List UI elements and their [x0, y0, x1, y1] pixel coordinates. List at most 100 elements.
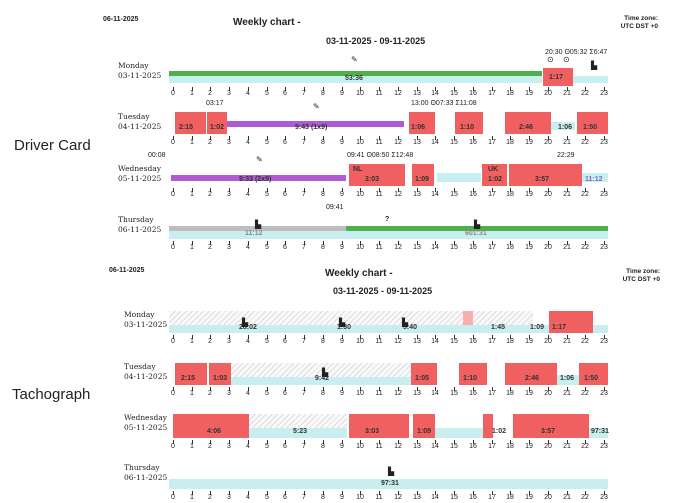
- axis-hour-label: 3: [227, 191, 231, 198]
- axis-tick: [398, 241, 399, 245]
- drive-block: [175, 363, 207, 385]
- axis-tick: [398, 440, 399, 444]
- axis-tick: [267, 136, 268, 140]
- axis-tick: [173, 136, 174, 140]
- duration-label: 2:15: [181, 375, 196, 382]
- axis-hour-label: 21: [563, 443, 571, 450]
- duration-label: 601:31: [465, 230, 487, 237]
- axis-hour-label: 6: [283, 90, 287, 97]
- tz-line1: Time zone:: [624, 15, 658, 22]
- duration-label: 1:06: [560, 375, 575, 382]
- axis-hour-label: 23: [600, 443, 608, 450]
- axis-tick: [285, 335, 286, 339]
- bed-icon: ▙: [322, 368, 329, 377]
- axis-tick: [248, 87, 249, 91]
- duration-label: 1:02: [492, 428, 507, 435]
- axis-tick: [529, 387, 530, 391]
- duration-label: 3:03: [365, 428, 380, 435]
- axis-hour-label: 19: [525, 338, 533, 345]
- axis-hour-label: 10: [356, 443, 364, 450]
- axis-hour-label: 11: [375, 90, 383, 97]
- axis-tick: [360, 241, 361, 245]
- axis-tick: [585, 136, 586, 140]
- rest-bar: [437, 173, 481, 182]
- axis-tick: [267, 335, 268, 339]
- axis-tick: [267, 188, 268, 192]
- axis-hour-label: 15: [450, 338, 458, 345]
- unknown-marker: ?: [385, 216, 390, 223]
- axis-tick: [510, 387, 511, 391]
- duration-label: 9:43 (1x9): [295, 124, 328, 131]
- drive-block: [349, 414, 409, 438]
- axis-hour-label: 18: [506, 338, 514, 345]
- axis-tick: [548, 440, 549, 444]
- axis-hour-label: 9: [340, 90, 344, 97]
- axis-hour-label: 22: [581, 443, 589, 450]
- axis-hour-label: 18: [506, 191, 514, 198]
- axis-hour-label: 9: [340, 443, 344, 450]
- axis-hour-label: 4: [246, 390, 250, 397]
- axis-tick: [304, 387, 305, 391]
- axis-hour-label: 0: [171, 338, 175, 345]
- axis-tick: [379, 491, 380, 495]
- axis-hour-label: 19: [525, 244, 533, 251]
- axis-hour-label: 2: [208, 244, 212, 251]
- axis-tick: [454, 440, 455, 444]
- axis-hour-label: 13: [413, 494, 421, 501]
- day-name: Wednesday: [118, 164, 161, 173]
- drive-block: [455, 112, 483, 134]
- axis-tick: [360, 335, 361, 339]
- driver-row-tuesday: 2:15 1:02 9:43 (1x9) 1:06 1:10 2:46 1:06…: [169, 112, 608, 134]
- day-label-monday: Monday 03-11-2025: [118, 61, 161, 81]
- axis-hour-label: 2: [208, 494, 212, 501]
- thursday-start: 09:41: [326, 204, 344, 211]
- drive-block: [577, 112, 608, 134]
- axis-tick: [473, 188, 474, 192]
- axis-hour-label: 20: [544, 139, 552, 146]
- axis-tick: [585, 440, 586, 444]
- axis-tick: [529, 335, 530, 339]
- axis-hour-label: 8: [321, 90, 325, 97]
- axis-hour-label: 8: [321, 244, 325, 251]
- axis-tick: [248, 440, 249, 444]
- axis-tick: [417, 491, 418, 495]
- axis-hour-label: 14: [431, 443, 439, 450]
- axis-hour-label: 21: [563, 494, 571, 501]
- axis-hour-label: 23: [600, 191, 608, 198]
- axis-hour-label: 2: [208, 338, 212, 345]
- rest-bar: [582, 173, 608, 182]
- axis-tick: [585, 387, 586, 391]
- axis-hour-label: 17: [488, 244, 496, 251]
- axis-hour-label: 3: [227, 244, 231, 251]
- axis-hour-label: 3: [227, 443, 231, 450]
- duration-label: 5:23: [293, 428, 308, 435]
- axis-hour-label: 22: [581, 191, 589, 198]
- axis-tick: [548, 136, 549, 140]
- axis-hour-label: 17: [488, 390, 496, 397]
- axis-tick: [548, 241, 549, 245]
- axis-tick: [229, 440, 230, 444]
- axis-tick: [548, 335, 549, 339]
- axis-tick: [548, 491, 549, 495]
- axis-tick: [323, 136, 324, 140]
- axis-hour-label: 10: [356, 390, 364, 397]
- day-name: Tuesday: [118, 112, 150, 121]
- duration-label: 1:09: [415, 176, 430, 183]
- axis-tick: [529, 491, 530, 495]
- axis-tick: [379, 440, 380, 444]
- axis-tick: [604, 87, 605, 91]
- axis-hour-label: 23: [600, 139, 608, 146]
- axis-hour-label: 4: [246, 139, 250, 146]
- axis-tick: [173, 241, 174, 245]
- axis-hour-label: 22: [581, 494, 589, 501]
- axis-hour-label: 0: [171, 90, 175, 97]
- axis-hour-label: 1: [190, 494, 194, 501]
- axis-hour-label: 19: [525, 494, 533, 501]
- work-bar: [171, 175, 346, 181]
- axis-hour-label: 9: [340, 390, 344, 397]
- axis-hour-label: 3: [227, 494, 231, 501]
- duration-label: 97:31: [591, 428, 609, 435]
- axis-hour-label: 14: [431, 390, 439, 397]
- axis-tick: [342, 188, 343, 192]
- duration-label: 9:42: [315, 375, 330, 382]
